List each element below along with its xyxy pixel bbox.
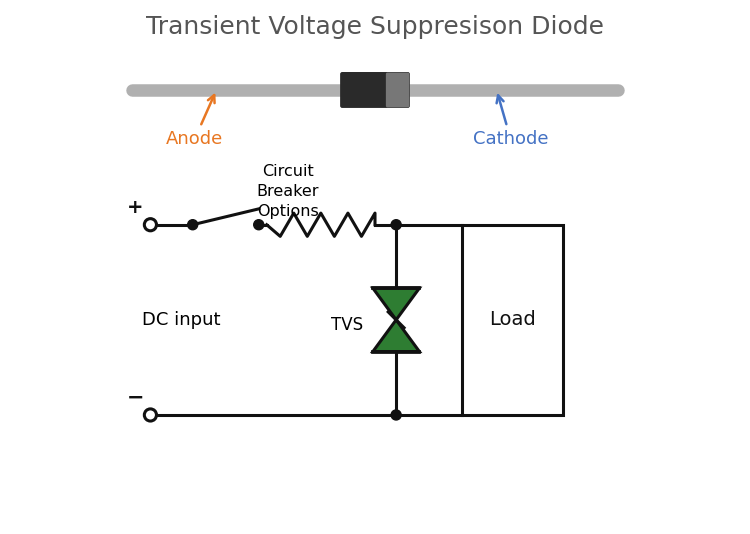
Circle shape (188, 219, 198, 230)
Polygon shape (373, 288, 419, 320)
Text: TVS: TVS (332, 316, 363, 334)
Bar (462, 225, 562, 415)
Circle shape (391, 219, 401, 230)
FancyBboxPatch shape (386, 73, 410, 107)
Circle shape (254, 219, 264, 230)
FancyBboxPatch shape (340, 72, 410, 108)
Text: −: − (127, 388, 144, 408)
Polygon shape (373, 320, 419, 351)
Text: DC input: DC input (142, 311, 221, 329)
Text: Anode: Anode (166, 95, 224, 147)
Text: +: + (128, 198, 144, 217)
Text: Transient Voltage Suppresison Diode: Transient Voltage Suppresison Diode (146, 14, 604, 38)
Text: Circuit
Breaker
Options: Circuit Breaker Options (256, 164, 319, 218)
Circle shape (391, 410, 401, 420)
Text: Load: Load (489, 310, 536, 329)
Text: Cathode: Cathode (472, 96, 548, 147)
